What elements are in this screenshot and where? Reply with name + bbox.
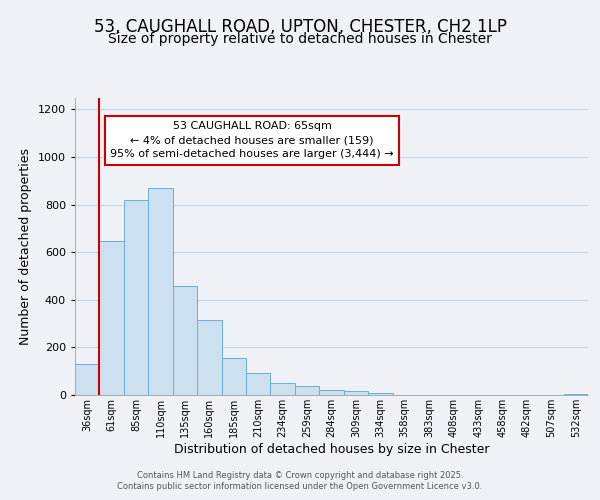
Y-axis label: Number of detached properties: Number of detached properties	[19, 148, 32, 345]
Text: Contains HM Land Registry data © Crown copyright and database right 2025.: Contains HM Land Registry data © Crown c…	[137, 471, 463, 480]
Text: Size of property relative to detached houses in Chester: Size of property relative to detached ho…	[108, 32, 492, 46]
Bar	[344, 392, 368, 395]
X-axis label: Distribution of detached houses by size in Chester: Distribution of detached houses by size …	[174, 442, 489, 456]
Bar	[221, 358, 246, 395]
Bar	[100, 241, 124, 395]
Bar	[173, 286, 197, 395]
Bar	[563, 394, 588, 395]
Text: 53 CAUGHALL ROAD: 65sqm
← 4% of detached houses are smaller (159)
95% of semi-de: 53 CAUGHALL ROAD: 65sqm ← 4% of detached…	[110, 122, 394, 160]
Bar	[319, 390, 344, 395]
Bar	[271, 383, 295, 395]
Bar	[124, 200, 148, 395]
Text: 53, CAUGHALL ROAD, UPTON, CHESTER, CH2 1LP: 53, CAUGHALL ROAD, UPTON, CHESTER, CH2 1…	[94, 18, 506, 36]
Bar	[197, 320, 221, 395]
Bar	[148, 188, 173, 395]
Text: Contains public sector information licensed under the Open Government Licence v3: Contains public sector information licen…	[118, 482, 482, 491]
Bar	[246, 373, 271, 395]
Bar	[368, 392, 392, 395]
Bar	[295, 386, 319, 395]
Bar	[75, 364, 100, 395]
